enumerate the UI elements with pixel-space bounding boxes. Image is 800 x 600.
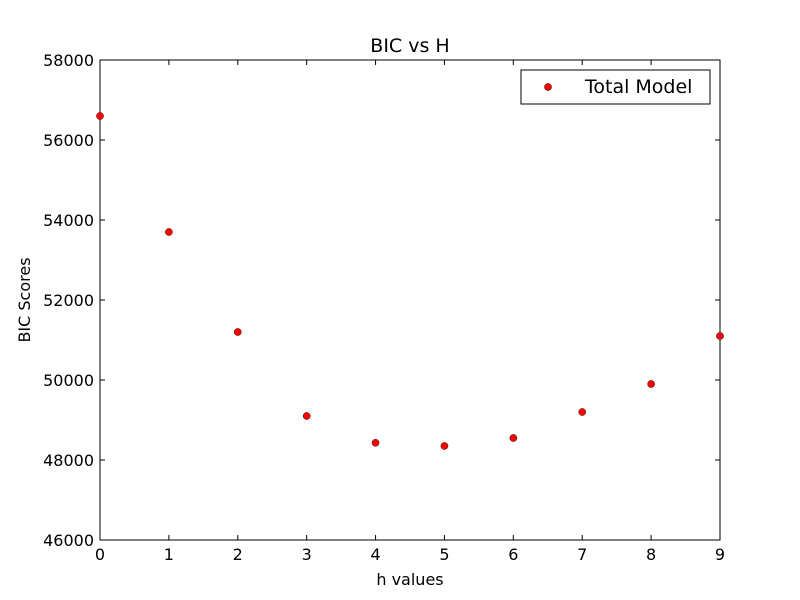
y-tick-label: 46000 bbox=[43, 531, 94, 550]
legend-marker bbox=[544, 83, 552, 91]
y-tick-label: 48000 bbox=[43, 451, 94, 470]
x-tick-label: 6 bbox=[508, 545, 518, 564]
x-tick-label: 0 bbox=[95, 545, 105, 564]
data-point bbox=[509, 434, 518, 442]
data-point bbox=[302, 412, 311, 420]
data-point bbox=[233, 328, 242, 336]
data-point bbox=[440, 442, 449, 450]
x-tick-label: 1 bbox=[164, 545, 174, 564]
x-tick-label: 3 bbox=[302, 545, 312, 564]
x-tick-label: 5 bbox=[439, 545, 449, 564]
y-axis-label: BIC Scores bbox=[15, 257, 34, 342]
legend-label-total-model: Total Model bbox=[584, 76, 692, 98]
data-point bbox=[371, 438, 380, 447]
y-axis: 46000 48000 50000 52000 54000 56000 58000 bbox=[43, 51, 720, 550]
x-tick-label: 8 bbox=[646, 545, 656, 564]
x-tick-label: 4 bbox=[370, 545, 380, 564]
plot-frame bbox=[99, 59, 721, 541]
data-point bbox=[578, 408, 587, 416]
x-axis-label: h values bbox=[376, 570, 443, 589]
data-point bbox=[165, 228, 173, 236]
data-point bbox=[96, 112, 104, 120]
x-tick-label: 9 bbox=[715, 545, 725, 564]
data-point bbox=[647, 380, 655, 388]
y-tick-label: 52000 bbox=[43, 291, 94, 310]
legend-box bbox=[520, 69, 711, 105]
y-tick-label: 56000 bbox=[43, 131, 94, 150]
y-tick-label: 50000 bbox=[43, 371, 94, 390]
x-tick-label: 7 bbox=[577, 545, 587, 564]
y-tick-label: 58000 bbox=[43, 51, 94, 70]
y-tick-label: 54000 bbox=[43, 211, 94, 230]
data-point bbox=[716, 332, 724, 340]
data-points bbox=[96, 112, 724, 450]
x-tick-label: 2 bbox=[233, 545, 243, 564]
chart-title: BIC vs H bbox=[370, 35, 449, 57]
legend: Total Model bbox=[520, 69, 711, 105]
x-axis: 0 1 2 3 4 5 6 7 8 9 bbox=[95, 60, 725, 564]
